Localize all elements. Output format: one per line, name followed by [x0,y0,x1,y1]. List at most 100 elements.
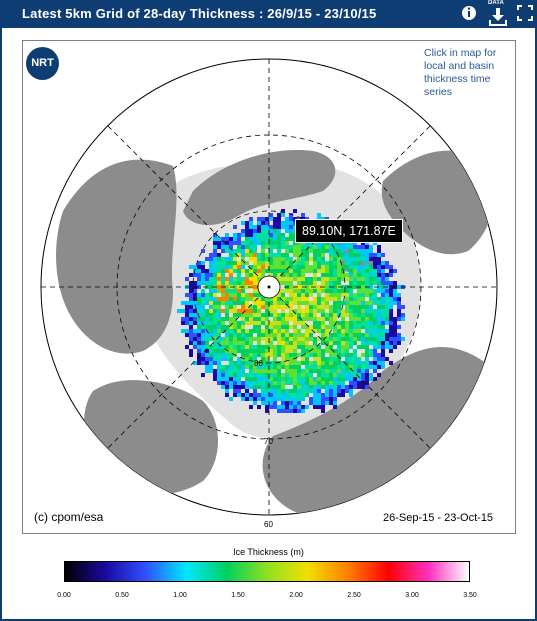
thickness-cell [205,325,209,329]
thickness-cell [213,253,217,257]
thickness-cell [345,337,349,341]
download-data-button[interactable]: DATA [486,0,510,28]
thickness-cell [313,289,317,293]
thickness-cell [253,321,257,325]
thickness-cell [381,321,385,325]
thickness-cell [209,309,213,313]
thickness-cell [293,357,297,361]
thickness-cell [297,313,301,317]
thickness-cell [217,269,221,273]
thickness-cell [361,325,365,329]
thickness-cell [337,305,341,309]
thickness-cell [333,397,337,401]
thickness-cell [341,273,345,277]
thickness-cell [369,353,373,357]
thickness-cell [289,277,293,281]
thickness-cell [321,273,325,277]
thickness-cell [361,317,365,321]
thickness-cell [317,309,321,313]
thickness-cell [253,317,257,321]
thickness-cell [249,305,253,309]
title-bar: Latest 5km Grid of 28-day Thickness : 26… [0,0,537,28]
colorbar-tick: 0.50 [115,592,129,599]
thickness-cell [317,257,321,261]
thickness-cell [189,289,193,293]
thickness-cell [349,289,353,293]
thickness-cell [277,333,281,337]
thickness-cell [305,369,309,373]
thickness-cell [309,369,313,373]
thickness-cell [385,321,389,325]
thickness-cell [293,345,297,349]
thickness-cell [289,405,293,409]
thickness-cell [297,345,301,349]
thickness-cell [197,333,201,337]
colorbar-title: Ice Thickness (m) [233,547,304,557]
thickness-cell [353,265,357,269]
thickness-cell [289,325,293,329]
thickness-cell [249,381,253,385]
thickness-cell [281,349,285,353]
thickness-cell [269,393,273,397]
thickness-cell [317,381,321,385]
thickness-cell [217,321,221,325]
thickness-cell [277,377,281,381]
thickness-map[interactable] [22,40,516,534]
thickness-cell [241,229,245,233]
thickness-cell [309,333,313,337]
thickness-cell [349,245,353,249]
thickness-cell [233,337,237,341]
thickness-cell [369,361,373,365]
thickness-cell [237,261,241,265]
thickness-cell [277,213,281,217]
thickness-cell [237,293,241,297]
thickness-cell [289,301,293,305]
thickness-cell [333,373,337,377]
thickness-cell [301,297,305,301]
thickness-cell [353,329,357,333]
thickness-cell [221,349,225,353]
info-icon[interactable] [459,0,479,28]
thickness-cell [225,257,229,261]
thickness-cell [385,317,389,321]
thickness-cell [285,257,289,261]
thickness-cell [245,377,249,381]
thickness-cell [221,373,225,377]
thickness-cell [289,393,293,397]
thickness-cell [293,273,297,277]
thickness-cell [209,361,213,365]
thickness-cell [377,269,381,273]
thickness-cell [333,325,337,329]
thickness-cell [201,313,205,317]
thickness-cell [245,361,249,365]
thickness-cell [201,273,205,277]
thickness-cell [317,353,321,357]
thickness-cell [361,377,365,381]
thickness-cell [233,253,237,257]
thickness-cell [273,241,277,245]
thickness-cell [277,353,281,357]
thickness-cell [381,269,385,273]
thickness-cell [325,289,329,293]
thickness-cell [293,341,297,345]
thickness-cell [357,293,361,297]
thickness-cell [237,289,241,293]
thickness-cell [361,369,365,373]
thickness-cell [185,313,189,317]
thickness-cell [221,357,225,361]
thickness-cell [337,393,341,397]
thickness-cell [185,305,189,309]
thickness-cell [373,333,377,337]
thickness-cell [353,305,357,309]
thickness-cell [377,277,381,281]
thickness-cell [257,233,261,237]
thickness-cell [277,329,281,333]
thickness-cell [201,373,205,377]
fullscreen-icon[interactable] [516,0,534,28]
thickness-cell [245,273,249,277]
thickness-cell [209,289,213,293]
thickness-cell [245,333,249,337]
thickness-cell [301,377,305,381]
thickness-cell [369,293,373,297]
thickness-cell [221,257,225,261]
